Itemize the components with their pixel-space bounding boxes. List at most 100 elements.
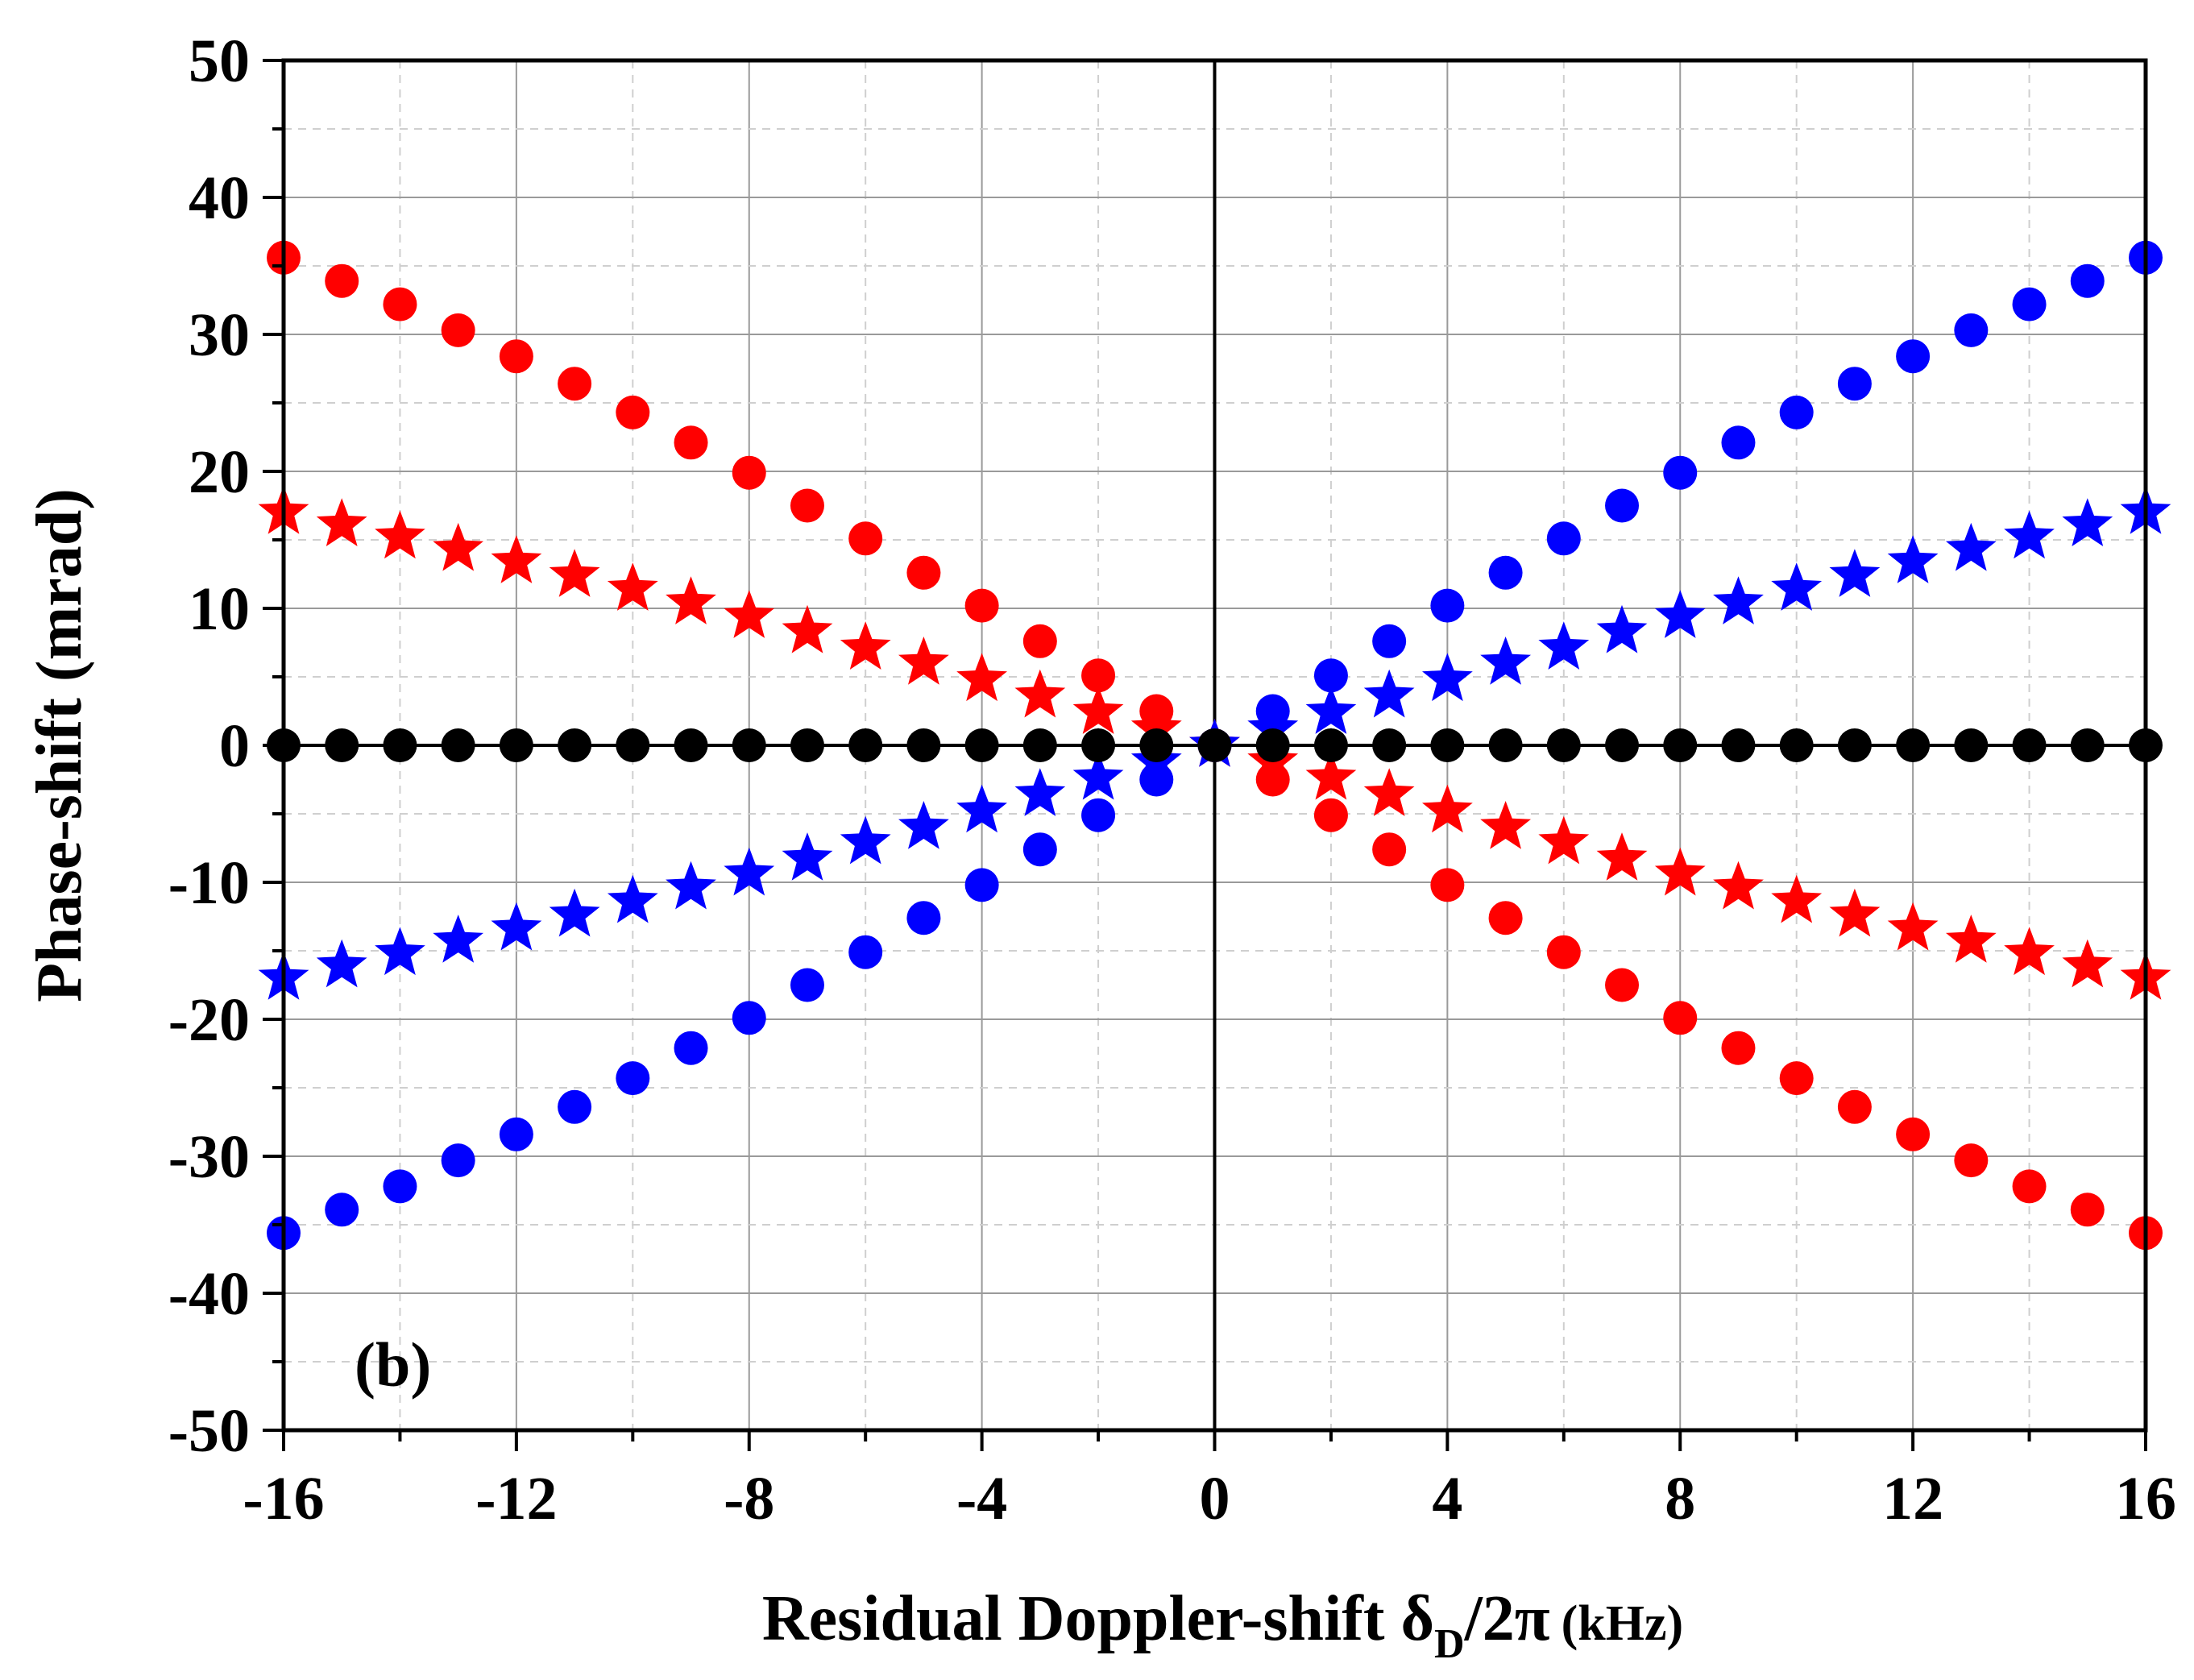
blue-circles-point xyxy=(790,968,824,1002)
red-stars-point xyxy=(375,510,425,559)
blue-circles-point xyxy=(906,901,941,935)
blue-stars-point xyxy=(1480,637,1531,685)
blue-circles-point xyxy=(1605,488,1640,523)
blue-stars-point xyxy=(1771,562,1823,611)
x-tick-label: 12 xyxy=(1882,1465,1943,1533)
x-tick-label: 0 xyxy=(1200,1465,1230,1533)
black-circles-point xyxy=(1255,728,1290,762)
red-circles-point xyxy=(558,367,592,401)
x-axis-title-rest: /2π xyxy=(1464,1583,1550,1654)
blue-circles-point xyxy=(674,1031,708,1065)
red-stars-point xyxy=(1305,751,1357,800)
blue-circles-point xyxy=(2070,263,2105,298)
red-circles-point xyxy=(499,339,533,374)
red-circles-point xyxy=(1313,798,1348,832)
x-tick-label: -4 xyxy=(956,1465,1007,1533)
black-circles-point xyxy=(848,728,883,762)
blue-circles-point xyxy=(848,935,883,969)
y-tick-labels: -50 -40 -30 -20 -10 0 10 20 30 40 50 xyxy=(168,27,250,1465)
red-circles-point xyxy=(383,287,417,321)
red-circles-point xyxy=(1372,832,1407,867)
blue-circles-point xyxy=(558,1089,592,1124)
black-circles-point xyxy=(1139,728,1174,762)
blue-circles-point xyxy=(2012,287,2047,321)
x-tick-label: 16 xyxy=(2115,1465,2176,1533)
red-circles-point xyxy=(1022,624,1057,658)
black-circles-point xyxy=(1022,728,1057,762)
blue-stars-point xyxy=(1829,549,1881,597)
black-circles-point xyxy=(1430,728,1465,762)
red-stars-point xyxy=(1946,915,1997,963)
blue-stars-point xyxy=(956,784,1007,833)
blue-stars-point xyxy=(898,801,949,849)
red-stars-point xyxy=(1072,686,1124,734)
red-stars-point xyxy=(956,653,1007,702)
red-circles-point xyxy=(441,313,475,347)
red-stars-point xyxy=(898,637,949,685)
blue-circles-point xyxy=(616,1061,650,1096)
red-circles-point xyxy=(906,555,941,590)
y-tick-label: -20 xyxy=(168,986,250,1054)
black-circles-point xyxy=(1372,728,1407,762)
blue-circles-point xyxy=(1313,658,1348,693)
red-stars-point xyxy=(1887,902,1939,951)
black-circles-point xyxy=(383,728,417,762)
blue-circles-point xyxy=(1721,425,1756,460)
black-circles-point xyxy=(1721,728,1756,762)
blue-circles-point xyxy=(1837,367,1872,401)
blue-circles-point xyxy=(1546,521,1581,556)
red-stars-point xyxy=(840,621,891,670)
red-circles-point xyxy=(1663,1001,1698,1035)
y-tick-label: -30 xyxy=(168,1123,250,1191)
black-circles-point xyxy=(906,728,941,762)
red-circles-point xyxy=(1546,935,1581,969)
blue-stars-point xyxy=(1538,621,1590,670)
red-stars-point xyxy=(724,590,775,638)
blue-stars-point xyxy=(1014,768,1066,816)
red-stars-point xyxy=(1422,784,1473,833)
blue-stars-point xyxy=(433,915,483,963)
x-tick-label: -8 xyxy=(724,1465,774,1533)
black-circles-point xyxy=(441,728,475,762)
black-circles-point xyxy=(1663,728,1698,762)
red-stars-point xyxy=(1771,874,1823,923)
red-circles-point xyxy=(2070,1193,2105,1227)
series-red-circles xyxy=(267,240,2163,1251)
red-stars-point xyxy=(491,535,542,583)
blue-circles-point xyxy=(1488,555,1523,590)
blue-stars-point xyxy=(724,847,775,896)
black-circles-point xyxy=(964,728,999,762)
black-circles-point xyxy=(1197,728,1232,762)
red-circles-point xyxy=(1721,1031,1756,1065)
black-circles-point xyxy=(1896,728,1931,762)
black-circles-point xyxy=(732,728,766,762)
red-stars-point xyxy=(1596,832,1648,881)
blue-circles-point xyxy=(1954,313,1989,347)
red-circles-point xyxy=(1896,1117,1931,1151)
red-circles-point xyxy=(325,263,359,298)
red-circles-point xyxy=(674,425,708,460)
red-circles-point xyxy=(1954,1143,1989,1178)
y-tick-label: 50 xyxy=(189,27,250,95)
red-stars-point xyxy=(316,498,367,546)
red-circles-point xyxy=(1081,658,1116,693)
blue-stars-point xyxy=(1305,686,1357,734)
red-stars-point xyxy=(2062,939,2113,988)
black-circles-point xyxy=(1837,728,1872,762)
blue-circles-point xyxy=(499,1117,533,1151)
series-blue-circles xyxy=(267,240,2163,1251)
red-circles-point xyxy=(1779,1061,1814,1096)
blue-circles-point xyxy=(732,1001,766,1035)
series-red-stars xyxy=(258,486,2171,1000)
blue-circles-point xyxy=(383,1169,417,1204)
blue-stars-point xyxy=(2062,498,2113,546)
y-tick-label: -10 xyxy=(168,849,250,917)
red-stars-point xyxy=(1654,847,1706,896)
blue-circles-point xyxy=(1022,832,1057,867)
red-circles-point xyxy=(964,588,999,623)
red-stars-point xyxy=(1014,669,1066,718)
blue-stars-point xyxy=(1247,702,1299,751)
red-stars-point xyxy=(1713,861,1764,910)
red-circles-point xyxy=(2012,1169,2047,1204)
blue-circles-point xyxy=(325,1193,359,1227)
